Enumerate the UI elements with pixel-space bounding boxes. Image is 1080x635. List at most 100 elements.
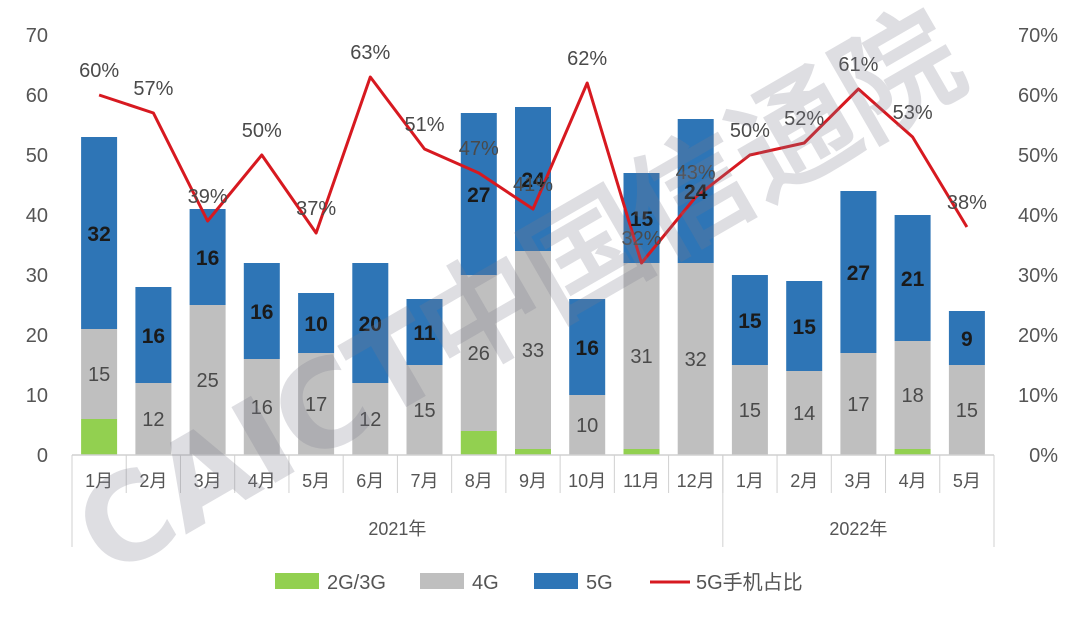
data-label-5g-share: 43% bbox=[676, 162, 716, 184]
data-label-5g: 20 bbox=[359, 313, 382, 336]
x-tick-label: 4月 bbox=[899, 471, 927, 491]
data-label-4g: 26 bbox=[468, 343, 490, 365]
labels-layer: 15 12 25 16 17 12 15 26 33 10 31 32 15 14 17 18 15 32 16 16… bbox=[79, 42, 987, 437]
data-label-4g: 12 bbox=[142, 409, 164, 431]
data-label-5g-share: 37% bbox=[296, 198, 336, 220]
x-tick-label: 1月 bbox=[736, 471, 764, 491]
data-label-5g: 15 bbox=[793, 316, 817, 339]
y-left-tick-label: 10 bbox=[26, 385, 48, 407]
data-label-4g: 25 bbox=[196, 370, 218, 392]
bars-layer bbox=[81, 107, 985, 455]
data-label-5g: 32 bbox=[87, 223, 110, 246]
x-tick-label: 6月 bbox=[356, 471, 384, 491]
data-label-5g-share: 32% bbox=[621, 228, 661, 250]
y-left-tick-label: 30 bbox=[26, 265, 48, 287]
legend-label: 2G/3G bbox=[327, 572, 386, 594]
axes-layer: 0 10 20 30 40 50 60 70 0% 10% 20% 30% 40% 50% 60% 70% 1月… bbox=[26, 25, 1058, 547]
bar-4g-2 bbox=[189, 305, 226, 455]
data-label-5g-share: 50% bbox=[242, 120, 282, 142]
data-label-4g: 18 bbox=[901, 385, 923, 407]
data-label-4g: 14 bbox=[793, 403, 815, 425]
bar-2g-3g-15 bbox=[894, 449, 931, 455]
y-left-tick-label: 50 bbox=[26, 145, 48, 167]
y-left-tick-label: 20 bbox=[26, 325, 48, 347]
bar-5g-4 bbox=[298, 293, 335, 353]
bar-5g-12 bbox=[731, 275, 768, 365]
data-label-5g: 16 bbox=[576, 337, 599, 360]
y-right-tick-label: 50% bbox=[1018, 145, 1058, 167]
x-tick-label: 1月 bbox=[85, 471, 113, 491]
data-label-4g: 17 bbox=[305, 394, 327, 416]
y-left-tick-label: 0 bbox=[37, 445, 48, 467]
x-tick-label: 2月 bbox=[139, 471, 167, 491]
x-tick-label: 5月 bbox=[953, 471, 981, 491]
data-label-5g-share: 63% bbox=[350, 42, 390, 64]
data-label-4g: 33 bbox=[522, 340, 544, 362]
data-label-5g-share: 39% bbox=[188, 186, 228, 208]
y-right-tick-label: 60% bbox=[1018, 85, 1058, 107]
data-label-5g: 24 bbox=[521, 169, 545, 192]
bar-5g-13 bbox=[786, 281, 823, 371]
data-label-5g-share: 60% bbox=[79, 60, 119, 82]
bar-4g-9 bbox=[569, 395, 606, 455]
data-label-5g: 15 bbox=[738, 310, 762, 333]
data-label-5g: 10 bbox=[304, 313, 327, 336]
bar-5g-16 bbox=[948, 311, 985, 365]
bar-4g-1 bbox=[135, 383, 172, 455]
y-left-tick-label: 70 bbox=[26, 25, 48, 47]
y-left-tick-label: 60 bbox=[26, 85, 48, 107]
data-label-4g: 15 bbox=[739, 400, 761, 422]
data-label-5g-share: 47% bbox=[459, 138, 499, 160]
bar-5g-9 bbox=[569, 299, 606, 395]
data-label-5g-share: 41% bbox=[513, 174, 553, 196]
data-label-5g: 16 bbox=[250, 301, 273, 324]
data-label-5g-share: 38% bbox=[947, 192, 987, 214]
bar-5g-14 bbox=[840, 191, 877, 353]
bar-2g-3g-8 bbox=[515, 449, 551, 455]
y-right-tick-label: 0% bbox=[1029, 445, 1058, 467]
x-tick-label: 5月 bbox=[302, 471, 330, 491]
data-label-5g-share: 52% bbox=[784, 108, 824, 130]
bar-4g-0 bbox=[81, 329, 118, 419]
bar-5g-11 bbox=[677, 119, 714, 263]
bar-4g-3 bbox=[243, 359, 280, 455]
bar-5g-15 bbox=[894, 215, 931, 341]
data-label-5g: 16 bbox=[142, 325, 165, 348]
legend-label: 5G bbox=[586, 572, 613, 594]
legend-label: 4G bbox=[472, 572, 499, 594]
x-tick-label: 2月 bbox=[790, 471, 818, 491]
bar-4g-10 bbox=[623, 263, 660, 449]
line-5g-share bbox=[98, 75, 969, 265]
data-label-4g: 15 bbox=[413, 400, 435, 422]
data-label-5g-share: 62% bbox=[567, 48, 607, 70]
bar-4g-11 bbox=[677, 263, 714, 455]
data-label-4g: 10 bbox=[576, 415, 598, 437]
bar-2g-3g-10 bbox=[623, 449, 660, 455]
data-label-5g-share: 50% bbox=[730, 120, 770, 142]
data-label-5g-share: 53% bbox=[893, 102, 933, 124]
bar-4g-5 bbox=[352, 383, 389, 455]
bar-5g-3 bbox=[243, 263, 280, 359]
bar-4g-16 bbox=[948, 365, 985, 455]
data-label-4g: 15 bbox=[88, 364, 110, 386]
bar-2g-3g-7 bbox=[460, 431, 497, 455]
data-label-5g-share: 61% bbox=[838, 54, 878, 76]
bar-4g-13 bbox=[786, 371, 823, 455]
bar-2g-3g-0 bbox=[81, 419, 118, 455]
data-label-4g: 31 bbox=[630, 346, 652, 368]
x-tick-label: 8月 bbox=[465, 471, 493, 491]
data-label-4g: 32 bbox=[685, 349, 707, 371]
y-right-tick-label: 40% bbox=[1018, 205, 1058, 227]
data-label-4g: 12 bbox=[359, 409, 381, 431]
bar-5g-6 bbox=[406, 299, 443, 365]
x-group-label: 2021年 bbox=[368, 519, 426, 539]
x-tick-label: 4月 bbox=[248, 471, 276, 491]
y-right-tick-label: 70% bbox=[1018, 25, 1058, 47]
bar-4g-6 bbox=[406, 365, 443, 455]
legend-swatch bbox=[275, 573, 319, 589]
data-label-5g: 9 bbox=[961, 328, 973, 351]
data-label-4g: 16 bbox=[251, 397, 273, 419]
x-tick-label: 10月 bbox=[568, 471, 606, 491]
bar-4g-4 bbox=[298, 353, 335, 455]
